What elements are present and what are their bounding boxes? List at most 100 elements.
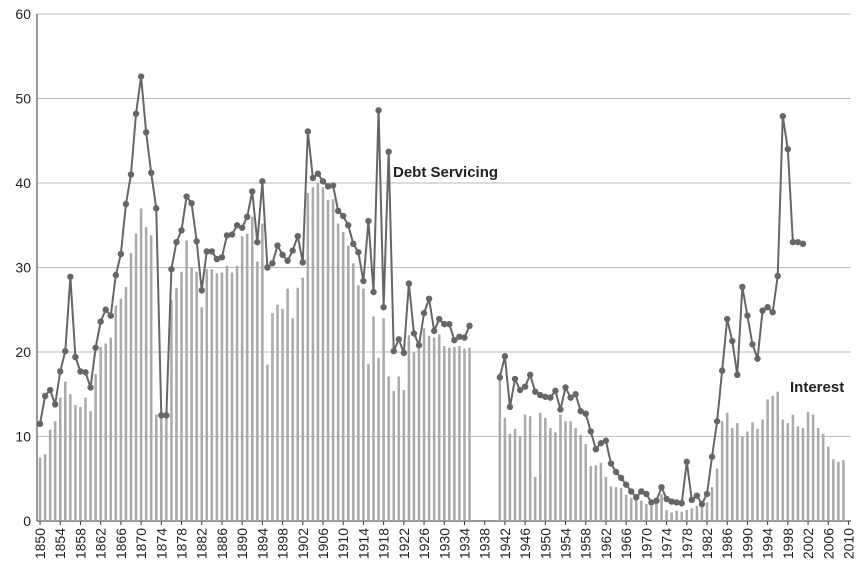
bar — [407, 335, 411, 521]
bar — [170, 299, 173, 521]
x-tick-label: 1890 — [234, 528, 250, 559]
bar — [458, 346, 461, 521]
bar — [826, 446, 830, 521]
x-tick-label: 1986 — [719, 528, 735, 559]
marker — [395, 336, 402, 343]
bar — [190, 267, 193, 521]
bar — [518, 436, 522, 521]
marker — [587, 428, 594, 435]
bar — [119, 298, 123, 521]
marker — [779, 113, 786, 120]
bar — [756, 428, 759, 521]
marker — [612, 468, 620, 476]
marker — [516, 386, 524, 394]
bar — [377, 357, 380, 521]
marker — [784, 146, 792, 153]
bar — [503, 417, 507, 521]
marker — [57, 368, 64, 375]
bar — [594, 465, 598, 521]
marker — [774, 272, 781, 280]
x-tick-label: 1978 — [679, 528, 695, 559]
marker — [46, 386, 54, 394]
x-tick-label: 1850 — [32, 528, 48, 559]
marker — [375, 107, 382, 114]
bar — [79, 406, 82, 521]
bar — [109, 337, 113, 521]
bar — [811, 414, 815, 521]
bar — [842, 460, 845, 521]
bar — [165, 416, 168, 521]
bar — [53, 421, 57, 521]
marker — [41, 392, 49, 400]
x-tick-label: 1954 — [558, 528, 574, 559]
marker — [658, 484, 665, 491]
x-tick-label: 1934 — [456, 528, 472, 559]
bar — [261, 223, 264, 521]
bar — [341, 232, 345, 521]
bar — [761, 419, 764, 521]
marker — [506, 403, 514, 411]
x-tick-label: 1918 — [376, 528, 392, 559]
marker — [77, 368, 84, 375]
marker — [567, 394, 574, 401]
bar — [311, 187, 315, 521]
x-tick-label: 1998 — [780, 528, 796, 559]
marker — [718, 367, 726, 374]
x-tick-label: 2010 — [840, 528, 856, 559]
marker — [117, 250, 125, 258]
bar — [781, 419, 785, 521]
marker — [122, 200, 130, 208]
bar — [690, 508, 694, 521]
marker — [592, 445, 600, 453]
bar — [210, 269, 214, 521]
marker — [698, 500, 706, 508]
bar — [256, 261, 259, 521]
marker — [178, 227, 185, 234]
marker — [127, 171, 135, 178]
marker — [638, 488, 645, 495]
bar — [604, 477, 608, 521]
marker — [663, 495, 670, 503]
marker — [269, 260, 276, 267]
marker — [82, 369, 89, 376]
bar — [160, 417, 163, 521]
marker — [759, 307, 766, 314]
bar — [513, 428, 517, 521]
marker — [193, 238, 200, 245]
x-tick-label: 1854 — [52, 528, 68, 559]
marker — [562, 384, 569, 391]
marker — [274, 242, 281, 249]
bar — [69, 394, 72, 521]
bar — [665, 510, 668, 521]
bar — [821, 433, 825, 521]
bar — [266, 364, 269, 521]
bar — [180, 271, 183, 521]
marker — [370, 288, 377, 296]
marker — [92, 344, 99, 351]
marker — [87, 384, 94, 391]
bar — [154, 414, 158, 521]
marker — [526, 371, 534, 379]
marker — [183, 193, 190, 200]
bar — [195, 271, 198, 521]
marker — [446, 320, 453, 328]
bar — [660, 493, 663, 521]
x-tick-label: 1950 — [537, 528, 553, 559]
marker — [415, 342, 423, 349]
marker — [218, 254, 226, 261]
marker — [713, 418, 721, 425]
marker — [132, 110, 140, 117]
bar — [144, 226, 148, 521]
marker — [365, 217, 372, 225]
marker — [67, 273, 74, 280]
bar — [235, 265, 239, 521]
bar — [89, 411, 92, 521]
marker — [668, 498, 675, 505]
bar — [185, 240, 188, 521]
bar — [715, 468, 719, 521]
bar — [584, 444, 587, 521]
bar — [129, 253, 133, 521]
bar — [175, 287, 178, 521]
marker — [147, 169, 155, 177]
bar — [725, 412, 729, 521]
